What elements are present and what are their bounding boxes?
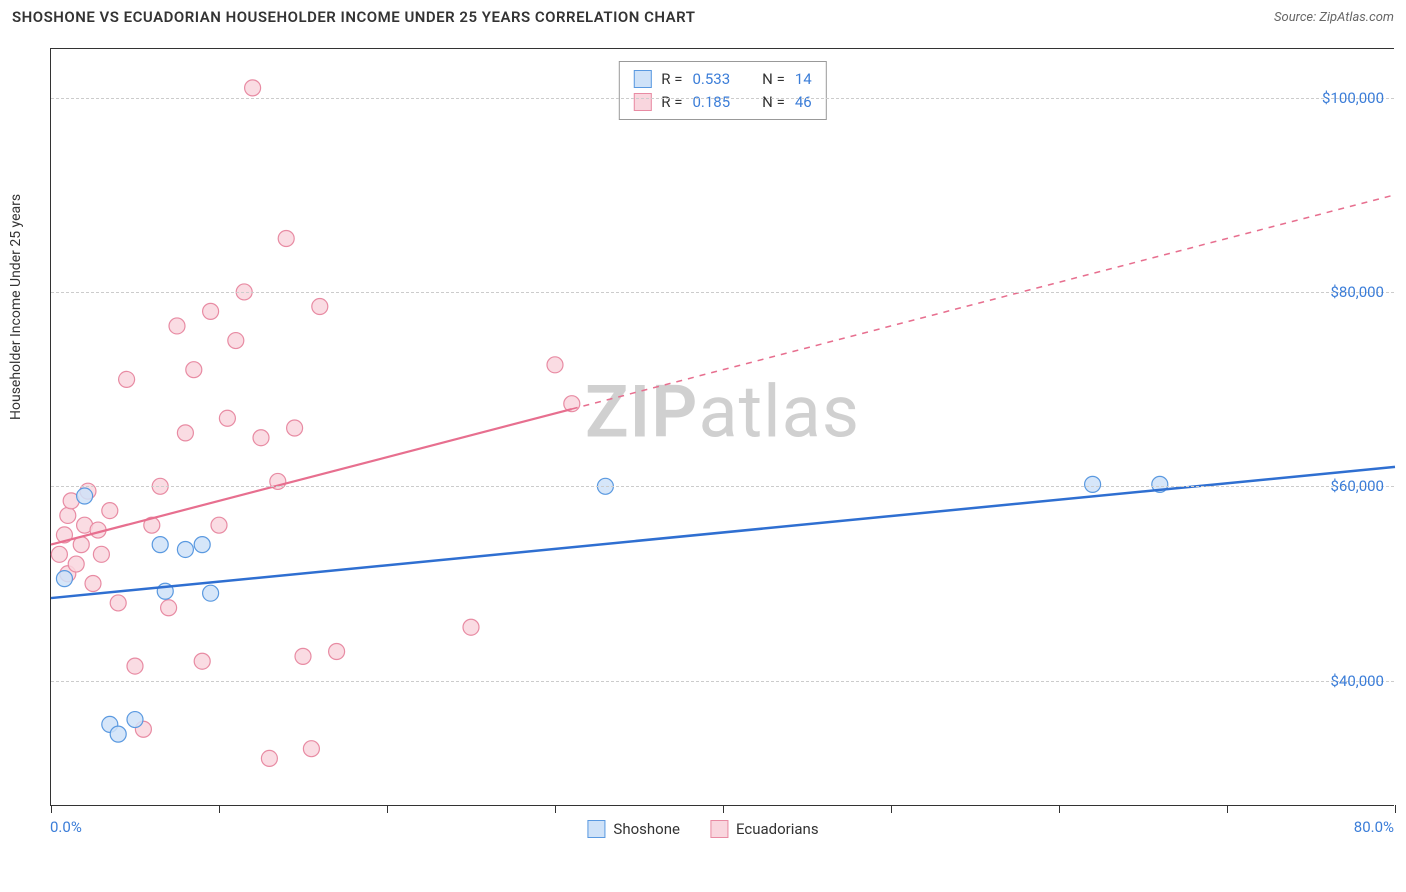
x-start-label: 0.0% bbox=[50, 818, 82, 836]
x-tick bbox=[723, 805, 724, 813]
n-label: N = bbox=[762, 91, 785, 114]
swatch-ecuadorians bbox=[633, 93, 651, 111]
r-label: R = bbox=[661, 68, 682, 91]
legend-label-shoshone: Shoshone bbox=[613, 820, 680, 838]
grid-line bbox=[51, 98, 1394, 99]
bottom-legend: Shoshone Ecuadorians bbox=[587, 820, 818, 838]
y-tick-label: $40,000 bbox=[1330, 672, 1384, 690]
r-value-ecuadorians: 0.185 bbox=[692, 91, 730, 114]
grid-line bbox=[51, 681, 1394, 682]
r-value-shoshone: 0.533 bbox=[692, 68, 730, 91]
chart-plot-area: ZIPatlas R = 0.533 N = 14 R = 0.185 N = … bbox=[50, 48, 1394, 806]
y-tick-label: $80,000 bbox=[1330, 283, 1384, 301]
stat-row-shoshone: R = 0.533 N = 14 bbox=[633, 68, 811, 91]
y-axis-label: Householder Income Under 25 years bbox=[8, 194, 24, 420]
n-value-shoshone: 14 bbox=[795, 68, 812, 91]
legend-item-shoshone: Shoshone bbox=[587, 820, 680, 838]
x-tick bbox=[219, 805, 220, 813]
source-label: Source: ZipAtlas.com bbox=[1274, 10, 1394, 25]
stat-row-ecuadorians: R = 0.185 N = 46 bbox=[633, 91, 811, 114]
legend-label-ecuadorians: Ecuadorians bbox=[736, 820, 819, 838]
grid-line bbox=[51, 292, 1394, 293]
x-tick bbox=[51, 805, 52, 813]
y-tick-label: $100,000 bbox=[1322, 89, 1384, 107]
swatch-shoshone bbox=[633, 70, 651, 88]
r-label: R = bbox=[661, 91, 682, 114]
x-tick bbox=[1227, 805, 1228, 813]
swatch-ecuadorians-bottom bbox=[710, 820, 728, 838]
x-tick bbox=[555, 805, 556, 813]
n-label: N = bbox=[762, 68, 785, 91]
x-tick bbox=[891, 805, 892, 813]
x-end-label: 80.0% bbox=[1354, 818, 1394, 836]
x-tick bbox=[1395, 805, 1396, 813]
legend-item-ecuadorians: Ecuadorians bbox=[710, 820, 819, 838]
x-tick bbox=[1059, 805, 1060, 813]
stat-legend: R = 0.533 N = 14 R = 0.185 N = 46 bbox=[618, 61, 826, 120]
grid-line bbox=[51, 486, 1394, 487]
swatch-shoshone-bottom bbox=[587, 820, 605, 838]
n-value-ecuadorians: 46 bbox=[795, 91, 812, 114]
y-tick-label: $60,000 bbox=[1330, 477, 1384, 495]
x-tick bbox=[387, 805, 388, 813]
scatter-svg bbox=[51, 49, 1394, 805]
chart-title: SHOSHONE VS ECUADORIAN HOUSEHOLDER INCOM… bbox=[12, 8, 695, 26]
